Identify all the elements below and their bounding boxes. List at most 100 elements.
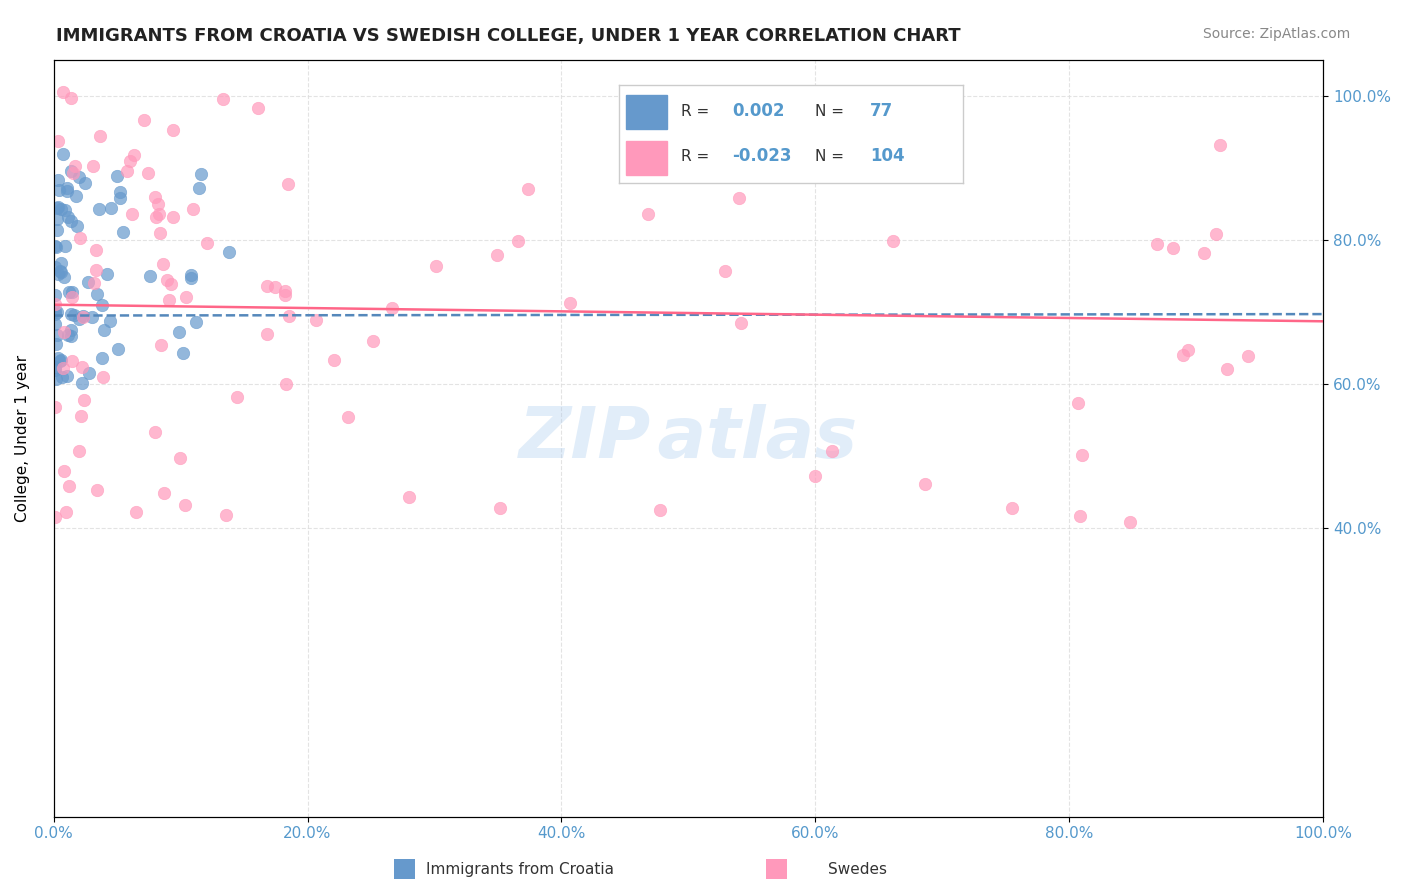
Point: [153, 486, 176, 500]
Point: [91, 370, 114, 384]
Point: [115, 164, 138, 178]
Point: [80, 310, 103, 324]
Point: [63, 308, 86, 322]
Point: [77, 366, 100, 380]
Point: [53, 270, 76, 285]
Point: [60, 290, 83, 304]
Point: [305, 313, 328, 327]
Point: [60, 213, 83, 227]
Point: [273, 287, 295, 301]
Point: [1208, 138, 1230, 153]
Text: ZIP atlas: ZIP atlas: [519, 403, 858, 473]
Point: [67, 312, 90, 326]
Point: [1171, 348, 1194, 362]
Point: [45, 305, 67, 319]
Point: [72, 310, 94, 324]
Text: Swedes: Swedes: [828, 863, 887, 877]
Point: [65, 188, 87, 202]
Point: [506, 234, 529, 248]
Point: [49, 353, 72, 368]
Point: [56, 327, 79, 342]
Point: [1146, 237, 1168, 252]
Point: [84, 243, 107, 257]
Point: [143, 190, 166, 204]
Point: [785, 100, 807, 114]
Point: [56, 369, 79, 384]
Point: [162, 123, 184, 137]
Point: [105, 169, 128, 183]
Point: [1192, 246, 1215, 260]
Point: [46, 134, 69, 148]
Point: [93, 322, 115, 336]
Point: [70, 360, 93, 375]
Point: [489, 500, 512, 515]
Text: 0.002: 0.002: [733, 103, 785, 120]
Point: [52, 360, 75, 375]
Point: [86, 483, 108, 497]
Point: [149, 338, 172, 352]
Point: [46, 267, 69, 281]
Point: [187, 180, 209, 194]
Point: [67, 443, 90, 458]
Point: [148, 207, 170, 221]
Point: [264, 279, 287, 293]
Point: [125, 504, 148, 518]
Point: [136, 166, 159, 180]
Point: [247, 101, 270, 115]
Point: [738, 138, 761, 153]
Point: [124, 147, 146, 161]
Point: [60, 91, 83, 105]
Point: [49, 264, 72, 278]
Point: [70, 409, 93, 424]
Point: [46, 200, 69, 214]
Point: [167, 325, 190, 339]
Point: [1001, 500, 1024, 515]
Point: [96, 267, 118, 281]
Point: [195, 236, 218, 251]
Text: IMMIGRANTS FROM CROATIA VS SWEDISH COLLEGE, UNDER 1 YEAR CORRELATION CHART: IMMIGRANTS FROM CROATIA VS SWEDISH COLLE…: [56, 27, 960, 45]
Point: [648, 503, 671, 517]
Point: [190, 167, 212, 181]
Bar: [626, 141, 666, 175]
Point: [56, 211, 79, 225]
Point: [558, 296, 581, 310]
Point: [157, 293, 180, 307]
Point: [58, 479, 80, 493]
Text: R =: R =: [681, 103, 709, 119]
Point: [59, 163, 82, 178]
Point: [75, 176, 97, 190]
Point: [714, 264, 737, 278]
Point: [63, 159, 86, 173]
Point: [107, 342, 129, 356]
Point: [110, 185, 132, 199]
Text: -0.023: -0.023: [733, 147, 792, 165]
Point: [67, 169, 90, 184]
Point: [82, 160, 104, 174]
Point: [89, 129, 111, 144]
Point: [44, 509, 66, 524]
Point: [180, 268, 202, 283]
Point: [274, 376, 297, 391]
Text: R =: R =: [681, 149, 709, 164]
Point: [59, 323, 82, 337]
Point: [60, 285, 83, 299]
Text: 77: 77: [870, 103, 893, 120]
Point: [60, 353, 83, 368]
Point: [44, 363, 66, 377]
Point: [159, 277, 181, 292]
Point: [278, 310, 301, 324]
Point: [45, 336, 67, 351]
Point: [62, 165, 84, 179]
Point: [46, 212, 69, 227]
Point: [486, 248, 509, 262]
Point: [256, 327, 278, 342]
Point: [53, 325, 76, 339]
Point: [44, 317, 66, 331]
Point: [48, 183, 70, 197]
Point: [174, 289, 197, 303]
Point: [516, 182, 538, 196]
Point: [215, 508, 238, 522]
Point: [49, 265, 72, 279]
Point: [45, 371, 67, 385]
Point: [55, 184, 77, 198]
